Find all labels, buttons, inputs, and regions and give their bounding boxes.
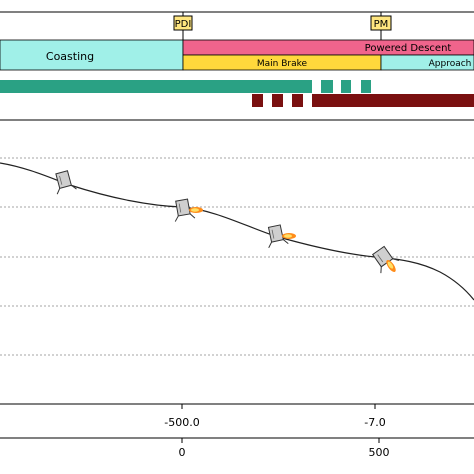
flame-icon — [282, 233, 296, 239]
flame-icon — [189, 207, 203, 213]
phase-approach — [380, 54, 474, 71]
pdi-marker: PDI — [173, 15, 193, 31]
phase-coasting-label: Coasting — [46, 50, 94, 63]
maroon-segment — [272, 94, 283, 107]
bottom-axis-tick-label: 0 — [179, 446, 186, 459]
pm-marker: PM — [370, 15, 392, 31]
maroon-segment — [312, 94, 474, 107]
top-axis-tick-label: -500.0 — [164, 416, 199, 429]
lander-icon — [174, 198, 196, 222]
teal-segment — [0, 80, 312, 93]
phase-coasting — [0, 39, 184, 71]
top-axis-tick-label: -7.0 — [364, 416, 385, 429]
teal-segment — [321, 80, 333, 93]
phase-powered-descent-label: Powered Descent — [365, 43, 452, 54]
maroon-activity-row — [252, 94, 474, 107]
maroon-segment — [252, 94, 263, 107]
pm-marker-label: PM — [374, 19, 389, 30]
teal-segment — [361, 80, 371, 93]
bottom-axis-tick-label: 500 — [369, 446, 390, 459]
teal-segment — [341, 80, 351, 93]
lander-icon — [267, 224, 289, 249]
phase-approach-label: Approach — [429, 59, 472, 69]
lander-icon — [55, 170, 77, 195]
plot-gridlines — [0, 157, 474, 356]
flame-icon — [386, 260, 396, 272]
phase-main-brake-label: Main Brake — [257, 59, 308, 69]
pdi-marker-label: PDI — [175, 19, 192, 30]
maroon-segment — [292, 94, 303, 107]
teal-activity-row — [0, 80, 371, 93]
